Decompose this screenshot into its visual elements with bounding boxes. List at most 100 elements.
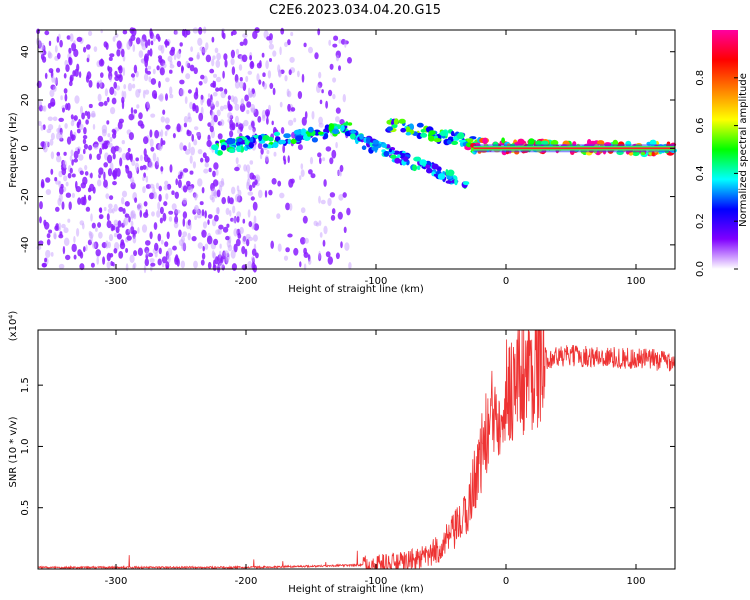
noise-blob bbox=[106, 252, 111, 262]
noise-blob bbox=[265, 60, 269, 69]
noise-blob bbox=[309, 156, 314, 165]
noise-blob bbox=[242, 218, 246, 224]
noise-blob bbox=[76, 63, 80, 72]
noise-blob bbox=[335, 107, 341, 114]
noise-blob bbox=[328, 39, 332, 46]
noise-blob bbox=[243, 164, 248, 172]
noise-blob bbox=[283, 255, 289, 261]
noise-blob bbox=[112, 181, 117, 186]
noise-blob bbox=[149, 48, 153, 57]
noise-blob bbox=[261, 52, 265, 58]
noise-blob bbox=[106, 213, 110, 221]
noise-blob bbox=[116, 167, 121, 177]
noise-blob bbox=[276, 213, 281, 220]
noise-blob bbox=[197, 178, 203, 187]
noise-blob bbox=[117, 66, 122, 71]
noise-blob bbox=[97, 135, 104, 142]
noise-blob bbox=[233, 243, 238, 253]
noise-blob bbox=[150, 78, 157, 85]
snr-x-axis-label: Height of straight line (km) bbox=[288, 584, 424, 595]
snr-x-ticks: -300 -200 -100 0 100 bbox=[105, 330, 646, 587]
noise-blob bbox=[247, 209, 251, 218]
noise-blob bbox=[182, 185, 188, 193]
signal-blob bbox=[386, 126, 393, 131]
signal-blob bbox=[332, 128, 340, 135]
signal-blob bbox=[361, 145, 367, 150]
noise-blob bbox=[308, 46, 313, 54]
noise-blob bbox=[154, 242, 159, 251]
noise-blob bbox=[213, 238, 219, 246]
noise-blob bbox=[182, 231, 188, 238]
noise-blob bbox=[251, 256, 255, 262]
x-tick-label: -200 bbox=[235, 576, 258, 587]
noise-blob bbox=[201, 209, 205, 217]
noise-blob bbox=[123, 217, 129, 226]
noise-blob bbox=[130, 182, 136, 190]
noise-blob bbox=[40, 181, 45, 189]
noise-blob bbox=[189, 64, 195, 72]
noise-blob bbox=[191, 236, 197, 242]
noise-blob bbox=[319, 157, 322, 165]
noise-blob bbox=[327, 197, 332, 207]
noise-blob bbox=[58, 222, 62, 232]
noise-blob bbox=[193, 260, 198, 269]
noise-blob bbox=[329, 63, 334, 70]
noise-blob bbox=[318, 122, 324, 128]
noise-blob bbox=[185, 29, 191, 36]
noise-blob bbox=[205, 42, 209, 50]
signal-blob bbox=[371, 146, 379, 151]
noise-blob bbox=[67, 218, 71, 223]
noise-blob bbox=[169, 86, 173, 95]
signal-blob bbox=[343, 122, 348, 126]
noise-blob bbox=[171, 190, 175, 195]
noise-blob bbox=[302, 215, 308, 224]
noise-blob bbox=[71, 159, 74, 166]
noise-blob bbox=[64, 123, 68, 129]
noise-blob bbox=[248, 124, 253, 131]
noise-blob bbox=[219, 119, 225, 127]
signal-blob bbox=[540, 140, 549, 145]
noise-blob bbox=[175, 178, 178, 186]
signal-blob bbox=[433, 173, 438, 177]
noise-blob bbox=[83, 143, 89, 150]
noise-blob bbox=[74, 95, 80, 104]
signal-blob bbox=[417, 165, 421, 170]
signal-blob bbox=[416, 122, 424, 128]
noise-blob bbox=[77, 148, 80, 155]
noise-blob bbox=[338, 194, 344, 201]
signal-blob bbox=[445, 169, 449, 176]
noise-blob bbox=[113, 90, 117, 96]
y-tick-label: 0.5 bbox=[20, 500, 31, 516]
noise-blob bbox=[158, 194, 162, 202]
noise-blob bbox=[193, 193, 199, 199]
noise-blob bbox=[238, 81, 244, 89]
noise-blob bbox=[90, 234, 93, 243]
noise-blob bbox=[340, 241, 343, 249]
noise-blob bbox=[69, 33, 74, 42]
noise-blob bbox=[247, 70, 253, 75]
noise-blob bbox=[247, 171, 250, 181]
noise-blob bbox=[82, 196, 87, 206]
noise-blob bbox=[79, 170, 84, 176]
noise-blob bbox=[82, 135, 88, 140]
noise-blob bbox=[62, 107, 65, 113]
noise-blob bbox=[223, 104, 228, 110]
noise-blob bbox=[209, 68, 215, 74]
signal-blob bbox=[287, 138, 291, 145]
noise-blob bbox=[124, 201, 130, 207]
noise-blob bbox=[39, 216, 42, 224]
noise-blob bbox=[103, 206, 107, 212]
noise-blob bbox=[329, 157, 334, 165]
noise-blob bbox=[56, 36, 60, 43]
signal-blob bbox=[397, 154, 401, 158]
noise-blob bbox=[207, 261, 212, 270]
noise-blob bbox=[133, 64, 138, 74]
y-tick-label: 1.5 bbox=[20, 377, 31, 393]
noise-blob bbox=[196, 212, 202, 219]
noise-blob bbox=[97, 93, 102, 102]
noise-blob bbox=[201, 252, 206, 260]
noise-blob bbox=[165, 193, 169, 200]
noise-blob bbox=[211, 36, 215, 43]
noise-blob bbox=[239, 103, 246, 113]
signal-blob bbox=[236, 145, 242, 152]
